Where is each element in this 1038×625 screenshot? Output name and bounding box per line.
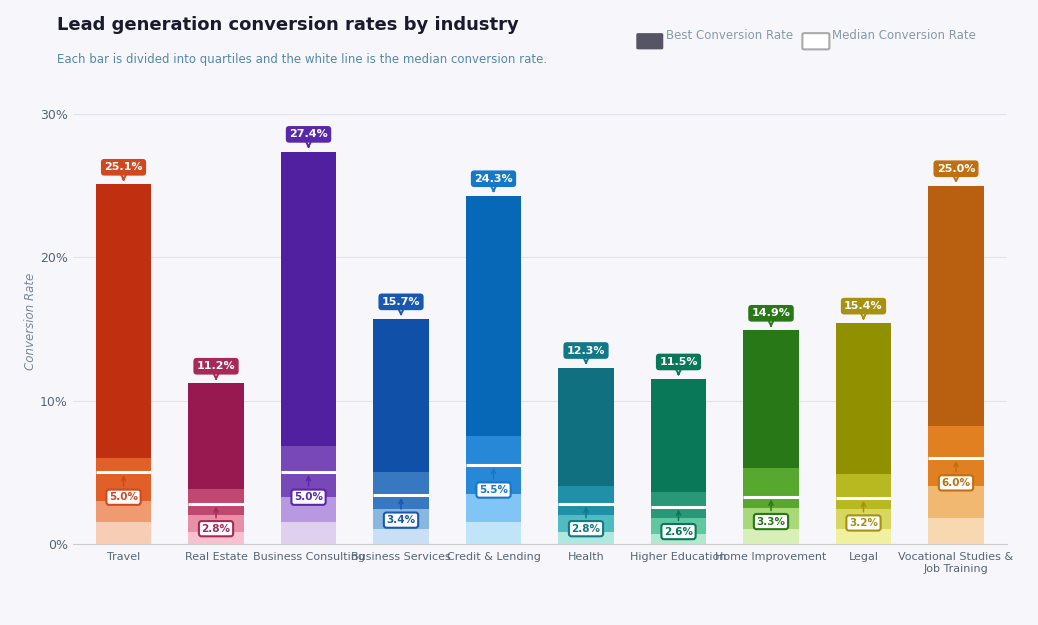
Text: Each bar is divided into quartiles and the white line is the median conversion r: Each bar is divided into quartiles and t… bbox=[57, 53, 547, 66]
Bar bbox=[651, 379, 706, 492]
Text: 12.3%: 12.3% bbox=[567, 346, 605, 363]
Bar bbox=[743, 468, 799, 508]
Bar bbox=[928, 518, 984, 544]
Text: 27.4%: 27.4% bbox=[290, 129, 328, 147]
Text: 2.6%: 2.6% bbox=[664, 511, 693, 537]
Text: 11.2%: 11.2% bbox=[197, 361, 236, 379]
Text: 14.9%: 14.9% bbox=[752, 308, 790, 326]
Bar bbox=[95, 522, 152, 544]
Text: 24.3%: 24.3% bbox=[474, 174, 513, 191]
Bar bbox=[374, 319, 429, 472]
Bar bbox=[558, 532, 613, 544]
Bar bbox=[558, 515, 613, 532]
Bar bbox=[651, 518, 706, 534]
Text: Lead generation conversion rates by industry: Lead generation conversion rates by indu… bbox=[57, 16, 519, 34]
Bar bbox=[280, 496, 336, 522]
Text: Best Conversion Rate: Best Conversion Rate bbox=[666, 29, 793, 42]
Bar bbox=[836, 529, 892, 544]
Bar bbox=[651, 534, 706, 544]
Bar bbox=[95, 458, 152, 501]
Text: 6.0%: 6.0% bbox=[941, 462, 971, 488]
Bar bbox=[374, 509, 429, 529]
Bar bbox=[928, 486, 984, 518]
Text: 3.4%: 3.4% bbox=[386, 499, 415, 525]
Bar bbox=[466, 494, 521, 522]
Text: 3.3%: 3.3% bbox=[757, 501, 786, 526]
Bar bbox=[836, 509, 892, 529]
Text: Median Conversion Rate: Median Conversion Rate bbox=[832, 29, 977, 42]
Bar bbox=[836, 474, 892, 509]
Bar bbox=[280, 151, 336, 446]
Y-axis label: Conversion Rate: Conversion Rate bbox=[24, 273, 37, 371]
Bar bbox=[374, 472, 429, 509]
Bar bbox=[95, 501, 152, 522]
Bar bbox=[558, 368, 613, 486]
Bar bbox=[374, 529, 429, 544]
Bar bbox=[743, 331, 799, 468]
Bar bbox=[651, 492, 706, 518]
Bar bbox=[188, 532, 244, 544]
Bar bbox=[466, 522, 521, 544]
Bar bbox=[280, 446, 336, 496]
Bar bbox=[466, 436, 521, 494]
Text: 5.5%: 5.5% bbox=[479, 469, 508, 495]
Bar bbox=[188, 489, 244, 515]
Bar bbox=[466, 196, 521, 436]
Text: 2.8%: 2.8% bbox=[201, 508, 230, 534]
Bar bbox=[743, 529, 799, 544]
Bar bbox=[95, 184, 152, 458]
Text: 15.4%: 15.4% bbox=[844, 301, 882, 319]
Text: 3.2%: 3.2% bbox=[849, 503, 878, 528]
Bar bbox=[743, 508, 799, 529]
Bar bbox=[558, 486, 613, 515]
Bar bbox=[280, 522, 336, 544]
Text: 5.0%: 5.0% bbox=[294, 477, 323, 502]
Text: 15.7%: 15.7% bbox=[382, 297, 420, 314]
Text: 5.0%: 5.0% bbox=[109, 477, 138, 502]
Text: 25.1%: 25.1% bbox=[104, 162, 143, 179]
Bar bbox=[836, 323, 892, 474]
Bar bbox=[188, 383, 244, 489]
Bar bbox=[188, 515, 244, 532]
Text: 11.5%: 11.5% bbox=[659, 357, 698, 374]
Bar bbox=[928, 426, 984, 486]
Text: 25.0%: 25.0% bbox=[937, 164, 975, 181]
Text: 2.8%: 2.8% bbox=[572, 508, 601, 534]
Bar bbox=[928, 186, 984, 426]
